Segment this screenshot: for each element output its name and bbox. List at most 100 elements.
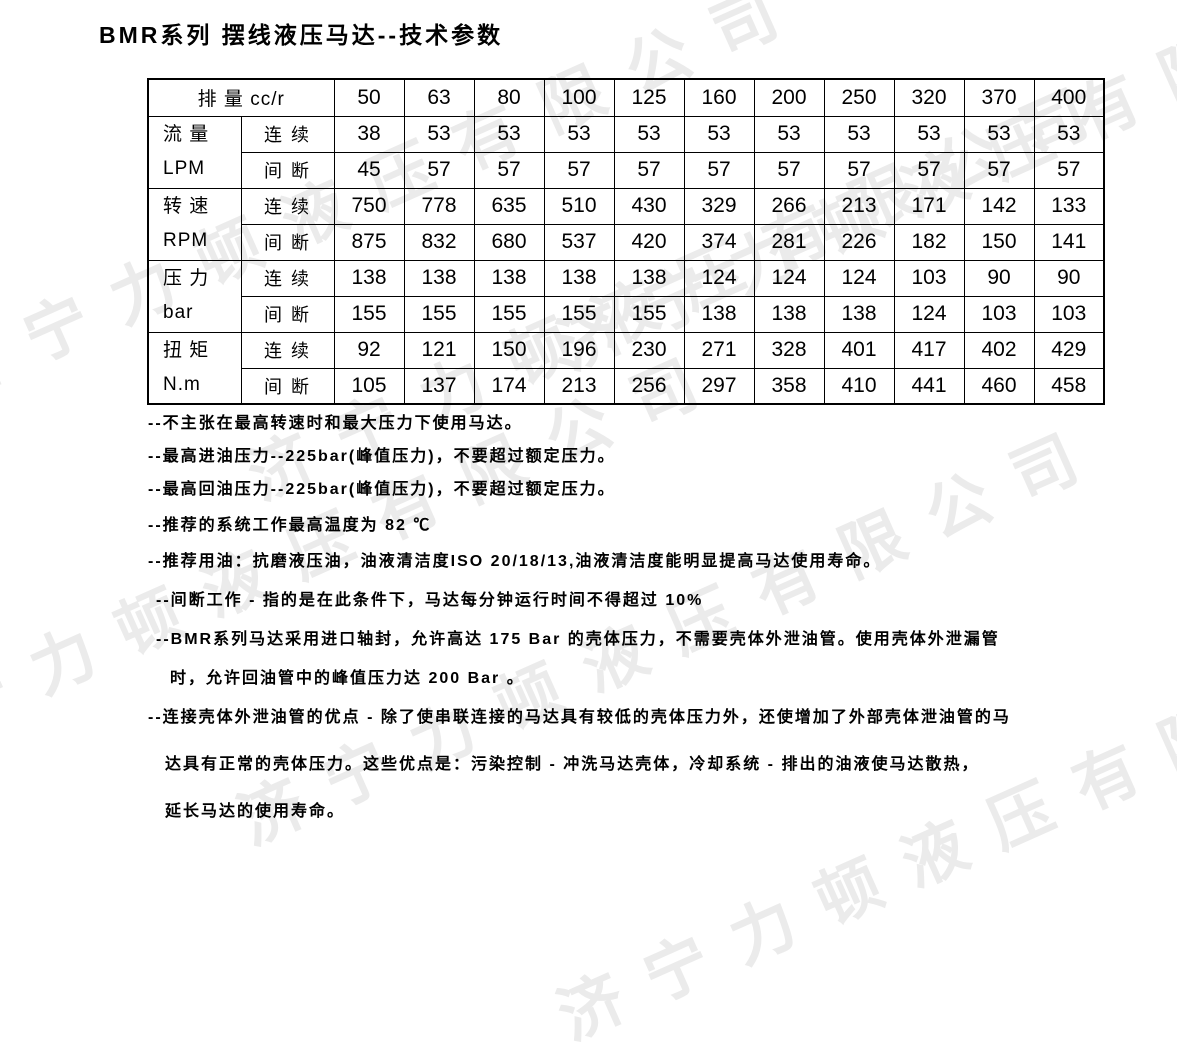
value-cell: 429 — [1033, 331, 1105, 369]
parameter-name: 转 速 — [163, 196, 210, 217]
value-cell: 124 — [683, 259, 755, 297]
mode-label: 连 续 — [240, 115, 335, 153]
value-cell: 420 — [613, 223, 685, 261]
note-line: --最高进油压力--225bar(峰值压力)，不要超过额定压力。 — [148, 448, 616, 465]
table-row: 压 力 bar 连 续 138 138 138 138 138 124 124 124 103 90 90 — [147, 259, 1105, 333]
mode-label: 间 断 — [240, 223, 335, 261]
parameter-unit: LPM — [163, 158, 206, 179]
value-cell: 155 — [403, 295, 475, 333]
value-cell: 38 — [333, 115, 405, 153]
value-cell: 53 — [473, 115, 545, 153]
value-cell: 510 — [543, 187, 615, 225]
note-line: 时，允许回油管中的峰值压力达 200 Bar 。 — [170, 670, 525, 687]
value-cell: 142 — [963, 187, 1035, 225]
value-cell: 266 — [753, 187, 825, 225]
value-cell: 374 — [683, 223, 755, 261]
value-cell: 124 — [823, 259, 895, 297]
parameter-name: 扭 矩 — [163, 339, 210, 361]
value-cell: 53 — [1033, 115, 1105, 153]
document-page: BMR系列 摆线液压马达--技术参数 排 量 cc/r 50 63 80 100 125… — [99, 22, 1105, 820]
value-cell: 53 — [823, 115, 895, 153]
mode-label: 连 续 — [240, 259, 335, 297]
value-cell: 137 — [403, 367, 475, 405]
value-cell: 750 — [333, 187, 405, 225]
parameter-label: 转 速 RPM — [147, 187, 242, 261]
parameter-label: 扭 矩 N.m — [147, 331, 242, 405]
value-cell: 460 — [963, 367, 1035, 405]
value-cell: 57 — [893, 151, 965, 189]
value-cell: 138 — [543, 259, 615, 297]
displacement-value: 400 — [1033, 78, 1105, 117]
value-cell: 57 — [403, 151, 475, 189]
value-cell: 45 — [333, 151, 405, 189]
value-cell: 832 — [403, 223, 475, 261]
table-header-row: 排 量 cc/r 50 63 80 100 125 160 200 250 320 370 400 — [147, 78, 1105, 117]
displacement-value: 63 — [403, 78, 475, 117]
spec-table: 排 量 cc/r 50 63 80 100 125 160 200 250 320 370 400 … — [147, 78, 1105, 405]
value-cell: 124 — [893, 295, 965, 333]
value-cell: 417 — [893, 331, 965, 369]
mode-label: 间 断 — [240, 151, 335, 189]
displacement-value: 370 — [963, 78, 1035, 117]
value-cell: 150 — [963, 223, 1035, 261]
value-cell: 297 — [683, 367, 755, 405]
spec-table-container: 排 量 cc/r 50 63 80 100 125 160 200 250 320 370 400 … — [147, 78, 1105, 405]
parameter-name: 压 力 — [163, 268, 210, 289]
value-cell: 196 — [543, 331, 615, 369]
value-cell: 213 — [823, 187, 895, 225]
parameter-label: 压 力 bar — [147, 259, 242, 333]
value-cell: 230 — [613, 331, 685, 369]
mode-label: 连 续 — [240, 331, 335, 369]
value-cell: 53 — [683, 115, 755, 153]
note-line: 达具有正常的壳体压力。这些优点是：污染控制 - 冲洗马达壳体，冷却系统 - 排出… — [165, 756, 980, 773]
value-cell: 778 — [403, 187, 475, 225]
note-line: --最高回油压力--225bar(峰值压力)，不要超过额定压力。 — [148, 481, 616, 498]
page-title: BMR系列 摆线液压马达--技术参数 — [99, 22, 504, 48]
value-cell: 121 — [403, 331, 475, 369]
value-cell: 57 — [1033, 151, 1105, 189]
value-cell: 537 — [543, 223, 615, 261]
value-cell: 57 — [543, 151, 615, 189]
parameter-name: 流 量 — [163, 124, 210, 145]
value-cell: 57 — [683, 151, 755, 189]
mode-label: 间 断 — [240, 295, 335, 333]
displacement-value: 250 — [823, 78, 895, 117]
value-cell: 155 — [333, 295, 405, 333]
value-cell: 430 — [613, 187, 685, 225]
value-cell: 103 — [963, 295, 1035, 333]
mode-label: 连 续 — [240, 187, 335, 225]
value-cell: 103 — [893, 259, 965, 297]
value-cell: 53 — [403, 115, 475, 153]
value-cell: 138 — [683, 295, 755, 333]
value-cell: 155 — [613, 295, 685, 333]
value-cell: 105 — [333, 367, 405, 405]
value-cell: 256 — [613, 367, 685, 405]
value-cell: 92 — [333, 331, 405, 369]
value-cell: 138 — [473, 259, 545, 297]
value-cell: 171 — [893, 187, 965, 225]
note-line: 延长马达的使用寿命。 — [165, 803, 346, 820]
value-cell: 402 — [963, 331, 1035, 369]
value-cell: 57 — [473, 151, 545, 189]
notes-section: --不主张在最高转速时和最大压力下使用马达。 --最高进油压力--225bar(峰… — [148, 414, 1009, 835]
note-line: --不主张在最高转速时和最大压力下使用马达。 — [148, 415, 523, 432]
parameter-unit: bar — [163, 302, 194, 323]
value-cell: 150 — [473, 331, 545, 369]
value-cell: 680 — [473, 223, 545, 261]
note-line: --推荐的系统工作最高温度为 82 ℃ — [148, 517, 432, 534]
value-cell: 57 — [823, 151, 895, 189]
value-cell: 53 — [613, 115, 685, 153]
displacement-value: 100 — [543, 78, 615, 117]
parameter-label: 流 量 LPM — [147, 115, 242, 189]
value-cell: 133 — [1033, 187, 1105, 225]
value-cell: 328 — [753, 331, 825, 369]
table-row: 间 断 875 832 680 537 420 374 281 226 182 150 141 — [148, 223, 1105, 261]
value-cell: 90 — [963, 259, 1035, 297]
displacement-value: 50 — [333, 78, 405, 117]
displacement-header-label: 排 量 cc/r — [147, 78, 335, 117]
note-line: --间断工作 - 指的是在此条件下，马达每分钟运行时间不得超过 10% — [156, 592, 704, 609]
table-row: 转 速 RPM 连 续 750 778 635 510 430 329 266 213 171 142 1… — [147, 187, 1105, 261]
value-cell: 138 — [403, 259, 475, 297]
displacement-value: 80 — [473, 78, 545, 117]
value-cell: 138 — [613, 259, 685, 297]
